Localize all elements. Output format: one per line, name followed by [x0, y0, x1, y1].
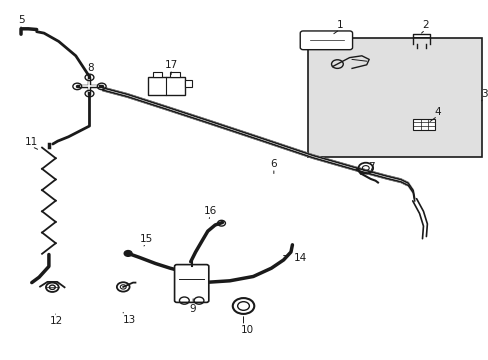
Text: 1: 1: [336, 20, 343, 30]
Bar: [412, 119, 434, 130]
Circle shape: [124, 251, 132, 256]
Text: 6: 6: [270, 159, 277, 169]
Bar: [307, 38, 481, 157]
Bar: [184, 80, 192, 87]
Text: 9: 9: [189, 304, 196, 314]
Text: 5: 5: [18, 15, 24, 25]
Text: 16: 16: [203, 206, 217, 216]
Text: 4: 4: [433, 107, 440, 117]
Text: 14: 14: [293, 253, 307, 264]
Text: 8: 8: [87, 63, 94, 73]
Text: 7: 7: [367, 162, 374, 172]
Bar: [147, 77, 184, 95]
Text: 15: 15: [140, 234, 153, 244]
Text: 17: 17: [164, 60, 178, 70]
FancyBboxPatch shape: [174, 265, 208, 302]
Bar: [152, 72, 162, 77]
Text: 2: 2: [421, 20, 428, 30]
Text: 3: 3: [480, 89, 487, 99]
Text: 11: 11: [25, 137, 39, 147]
Bar: [170, 72, 180, 77]
FancyBboxPatch shape: [300, 31, 352, 50]
Text: 13: 13: [122, 315, 136, 325]
Text: 10: 10: [240, 325, 253, 335]
Text: 12: 12: [49, 316, 63, 327]
